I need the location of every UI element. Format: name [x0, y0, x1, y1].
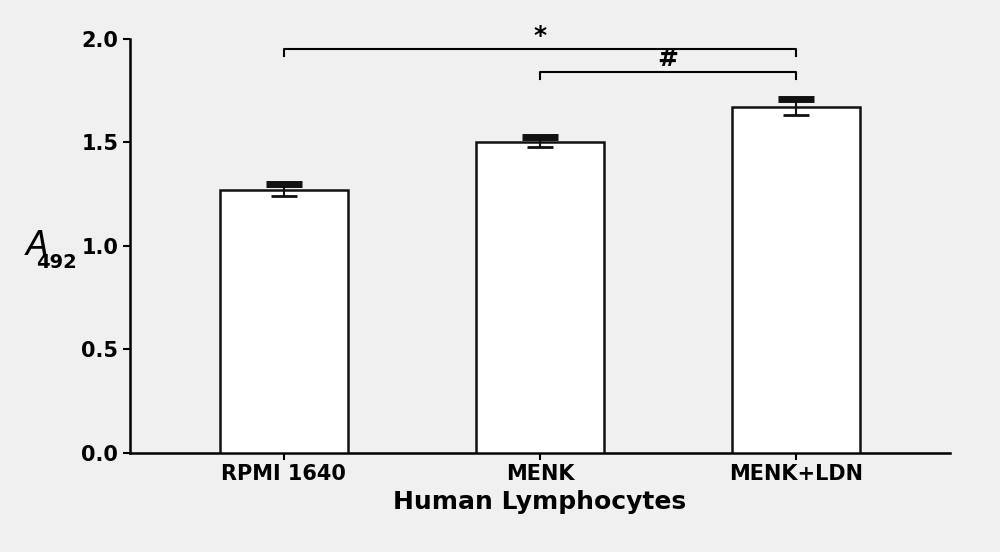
Bar: [220, 190, 348, 453]
Bar: [732, 107, 860, 453]
Bar: [476, 142, 604, 453]
X-axis label: Human Lymphocytes: Human Lymphocytes: [393, 490, 687, 514]
Text: *: *: [533, 24, 547, 48]
Text: 492: 492: [36, 253, 77, 272]
Text: #: #: [658, 47, 679, 71]
Text: $A$: $A$: [24, 229, 48, 262]
